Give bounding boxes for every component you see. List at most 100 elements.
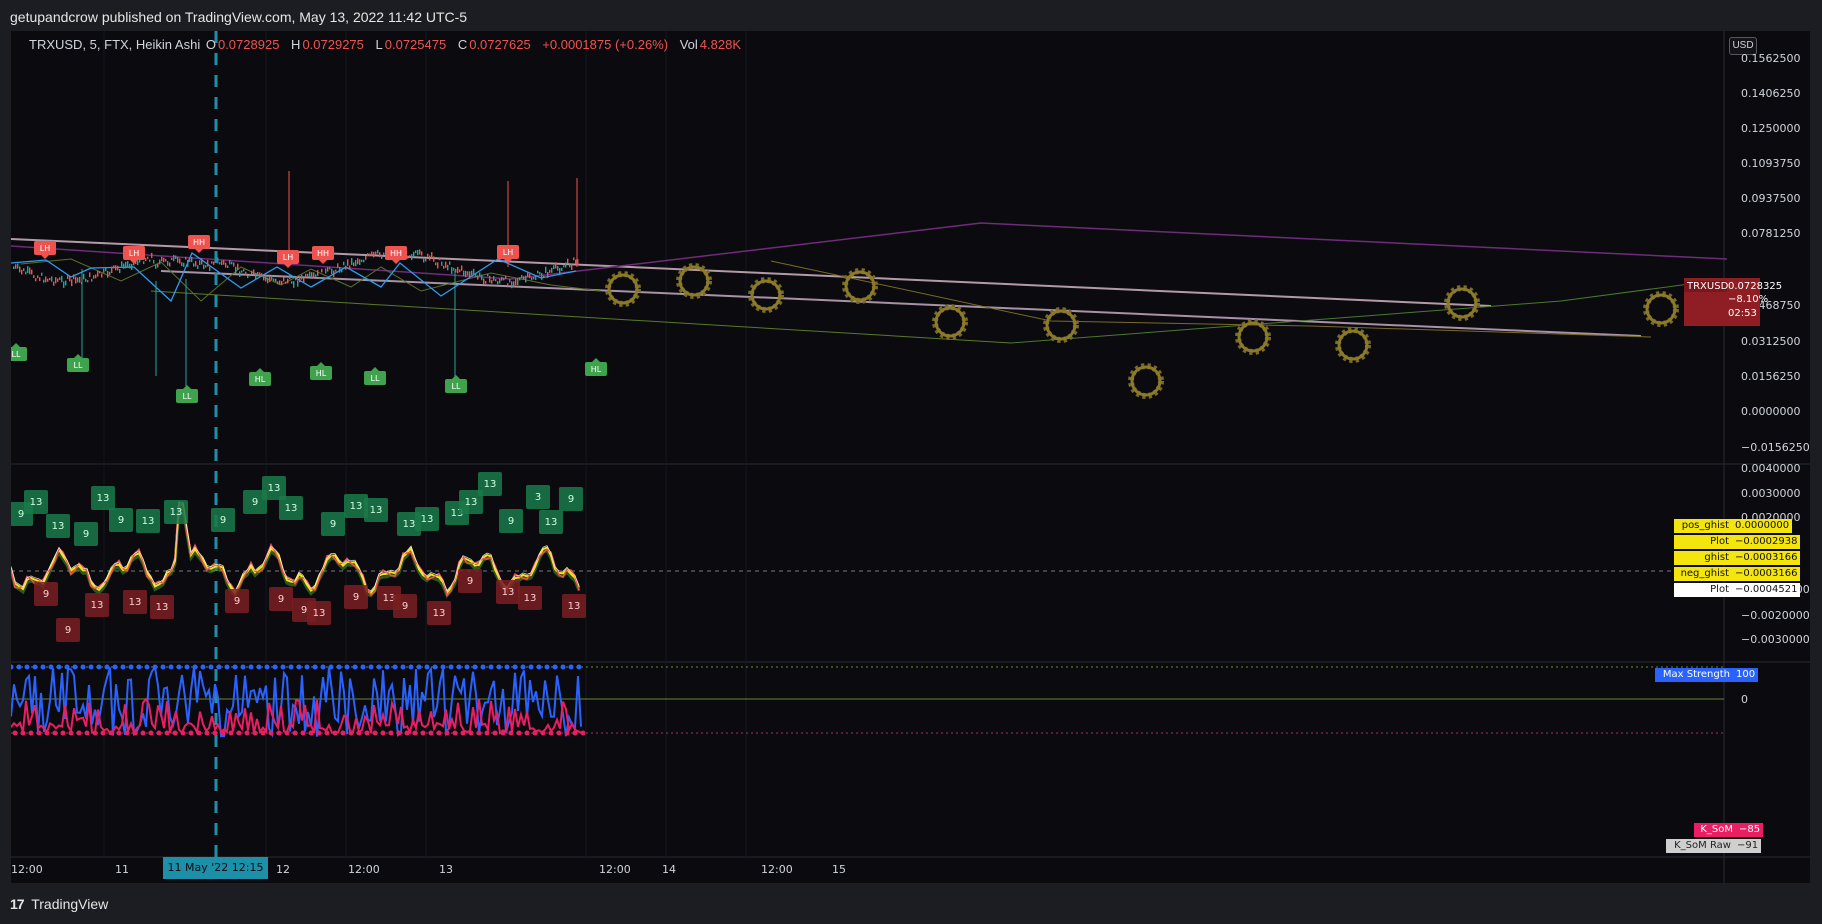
candle bbox=[335, 269, 337, 272]
tradingview-logo-icon[interactable]: 17 bbox=[10, 896, 25, 912]
candle bbox=[283, 277, 285, 282]
strength-line-red bbox=[11, 697, 582, 736]
pivot-high-pointer bbox=[504, 259, 512, 263]
candle bbox=[243, 269, 245, 272]
td-buy-count: 9 bbox=[499, 509, 523, 533]
strength-dot-max bbox=[200, 664, 206, 670]
candle bbox=[299, 276, 301, 283]
chart-panel[interactable]: LH LH HH LH HH HH LH LL LL LL HL HL LL LL HL 9 13 13 9 13 9… bbox=[11, 31, 1810, 883]
strength-dot-max bbox=[288, 664, 294, 670]
price-tick: 0.1562500 bbox=[1741, 52, 1801, 65]
candle bbox=[463, 270, 465, 277]
strength-label-name: K_SoM bbox=[1700, 824, 1733, 835]
candle bbox=[307, 273, 309, 277]
strength-dot-min bbox=[396, 730, 402, 736]
strength-dot-min bbox=[108, 730, 114, 736]
candle bbox=[151, 252, 153, 259]
strength-dot-max bbox=[576, 664, 582, 670]
candle bbox=[51, 276, 53, 282]
osc-label: Plot −0.0004521 bbox=[1674, 583, 1801, 597]
pivot-high-box bbox=[497, 245, 519, 259]
candle bbox=[247, 275, 249, 279]
currency-button[interactable]: USD bbox=[1729, 37, 1757, 55]
projection-markers[interactable] bbox=[605, 263, 1679, 399]
candle bbox=[295, 276, 297, 281]
candle bbox=[167, 261, 169, 266]
volume-value: 4.828K bbox=[699, 37, 741, 52]
zigzag-line[interactable] bbox=[11, 252, 577, 303]
candle bbox=[251, 270, 253, 275]
strength-dot-min bbox=[212, 730, 218, 736]
strength-dot-max bbox=[296, 664, 302, 670]
td-buy-count: 13 bbox=[415, 507, 439, 531]
candle bbox=[193, 263, 195, 267]
candle bbox=[361, 259, 363, 262]
candle bbox=[69, 275, 71, 282]
td-buy-box bbox=[164, 500, 188, 524]
strength-dot-min bbox=[244, 730, 250, 736]
pivot-high-text: HH bbox=[390, 249, 402, 258]
footer-brand[interactable]: TradingView bbox=[31, 896, 109, 912]
strength-dot-min bbox=[420, 730, 426, 736]
chart-legend[interactable]: TRXUSD, 5, FTX, Heikin Ashi O 0.0728925 H… bbox=[29, 37, 749, 52]
strength-dot-max bbox=[40, 664, 46, 670]
strength-dot-min bbox=[564, 730, 570, 736]
candle bbox=[425, 257, 427, 262]
td-buy-box bbox=[211, 508, 235, 532]
strength-dot-min bbox=[180, 730, 186, 736]
pivot-labels: LH LH HH LH HH HH LH LL LL LL HL HL LL LL HL bbox=[11, 235, 607, 403]
symbol-label[interactable]: TRXUSD, 5, FTX, Heikin Ashi bbox=[29, 37, 201, 52]
strength-dot-max bbox=[176, 664, 182, 670]
strength-dot-max bbox=[56, 664, 62, 670]
gear-ring bbox=[750, 279, 782, 311]
pivot-high-box bbox=[188, 235, 210, 249]
candle bbox=[437, 262, 439, 269]
candle bbox=[61, 275, 63, 283]
candle bbox=[149, 259, 151, 262]
strength-dot-max bbox=[320, 664, 326, 670]
candle bbox=[301, 274, 303, 280]
strength-label: K_SoM −85 bbox=[1694, 823, 1764, 837]
candle bbox=[187, 260, 189, 267]
price-tick: 0.0781250 bbox=[1741, 227, 1801, 240]
strength-pane[interactable] bbox=[11, 664, 586, 739]
td-buy-count: 9 bbox=[321, 512, 345, 536]
strength-dot-min bbox=[404, 730, 410, 736]
strength-dot-max bbox=[568, 664, 574, 670]
td-buy-box bbox=[24, 490, 48, 514]
time-tick: 13 bbox=[439, 863, 453, 876]
time-tick: 12:00 bbox=[348, 863, 380, 876]
candle bbox=[475, 273, 477, 278]
candle bbox=[533, 276, 535, 280]
td-buy-text: 13 bbox=[97, 493, 110, 504]
td-buy-text: 13 bbox=[403, 519, 416, 530]
strength-dot-max bbox=[280, 664, 286, 670]
pivot-low-label: LL bbox=[176, 385, 198, 403]
strength-dot-max bbox=[96, 664, 102, 670]
strength-dot-max bbox=[488, 664, 494, 670]
candle bbox=[287, 278, 289, 284]
candle bbox=[63, 281, 65, 288]
candle bbox=[525, 275, 527, 283]
pivot-low-pointer bbox=[317, 362, 325, 366]
candle bbox=[323, 276, 325, 279]
candle bbox=[277, 281, 279, 285]
candle bbox=[53, 281, 55, 286]
td-buy-text: 13 bbox=[545, 517, 558, 528]
footer[interactable]: 17 TradingView bbox=[10, 896, 108, 912]
candle bbox=[101, 273, 103, 278]
candles[interactable] bbox=[13, 246, 579, 289]
candle bbox=[205, 265, 207, 268]
candle bbox=[523, 276, 525, 280]
strength-dot-min bbox=[76, 730, 82, 736]
strength-dot-max bbox=[256, 664, 262, 670]
td-buy-count: 13 bbox=[459, 490, 483, 514]
pivot-low-pointer bbox=[371, 367, 379, 371]
pivot-high-pointer bbox=[392, 260, 400, 264]
gear-ring bbox=[1130, 365, 1162, 397]
candle bbox=[225, 262, 227, 268]
candle bbox=[499, 278, 501, 284]
pivot-low-pointer bbox=[452, 375, 460, 379]
